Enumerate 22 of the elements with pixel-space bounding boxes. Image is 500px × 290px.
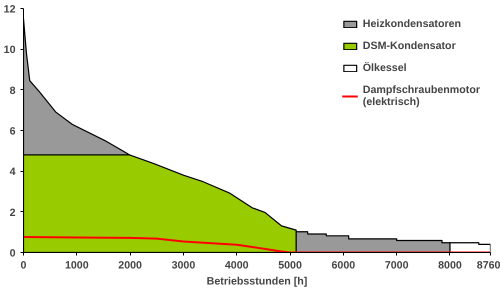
x-tick-label: 6000 [332, 260, 356, 272]
x-tick-label: 3000 [172, 260, 196, 272]
y-tick-label: 4 [10, 166, 16, 178]
y-tick-label: 12 [4, 4, 16, 16]
y-tick-label: 10 [4, 44, 16, 56]
y-tick-label: 8 [10, 84, 16, 97]
x-tick-label: 5000 [278, 260, 302, 272]
x-tick-label: 2000 [118, 260, 142, 272]
legend-label: Dampfschraubenmotor (elektrisch) [362, 84, 480, 108]
x-tick-label: 7000 [384, 260, 409, 272]
x-tick-label: 8760 [476, 260, 500, 272]
y-tick-label: 2 [10, 206, 16, 219]
x-tick-label: 1000 [64, 260, 89, 272]
x-tick-label: 8000 [438, 260, 462, 272]
x-tick-label: 4000 [224, 260, 249, 272]
y-tick-label: 6 [10, 126, 16, 138]
x-axis-title: Betriebsstunden [h] [206, 276, 308, 288]
y-tick-label: 0 [10, 248, 16, 260]
legend-label: Ölkessel [362, 62, 407, 74]
legend-label: Heizkondensatoren [362, 18, 462, 30]
x-tick-label: 0 [20, 260, 27, 272]
legend-label: DSM-Kondensator [362, 40, 456, 52]
